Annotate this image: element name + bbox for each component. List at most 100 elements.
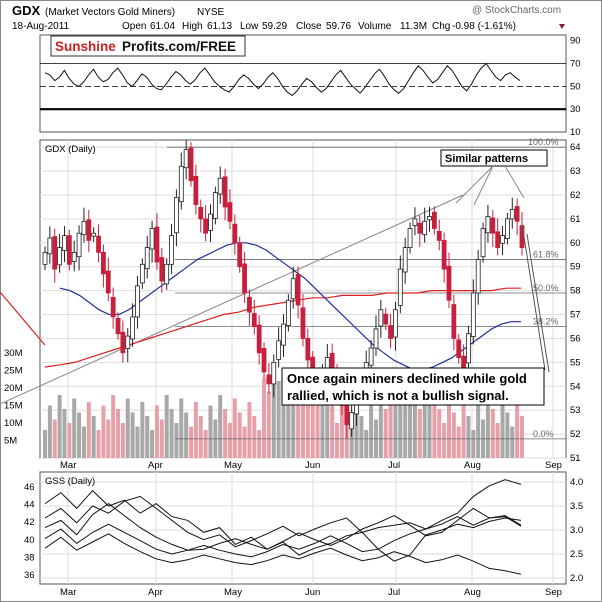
volume-bar xyxy=(369,405,374,458)
candle-body xyxy=(427,216,432,221)
volume-bar xyxy=(510,426,515,458)
volume-bar xyxy=(266,391,271,458)
volume-bar xyxy=(349,426,354,458)
candle-body xyxy=(101,251,106,275)
candle-body xyxy=(251,313,257,327)
volume-bar xyxy=(330,381,335,458)
candle-body xyxy=(509,208,515,220)
pointer-line-note-b xyxy=(526,233,550,373)
low-value: 59.29 xyxy=(262,21,287,32)
rsi-line xyxy=(44,62,521,97)
gss-x-tick-label: Jun xyxy=(305,587,320,598)
volume-bar xyxy=(203,430,208,458)
volume-bar xyxy=(383,409,388,458)
similar-patterns-box xyxy=(440,149,548,167)
candle-body xyxy=(178,165,184,203)
volume-bars xyxy=(43,367,524,458)
candle-body xyxy=(514,206,520,222)
symbol: GDX xyxy=(12,3,41,18)
volume-bar xyxy=(86,402,91,458)
rsi-tick-label: 90 xyxy=(570,36,581,47)
volume-tick-label: 10M xyxy=(4,418,23,429)
gss-panel: 2.0 2.5 3.0 3.5 4.0 36 38 40 42 44 46 GSS (Daily) xyxy=(24,471,583,585)
volume-bar xyxy=(520,416,524,458)
candle-body xyxy=(105,270,111,294)
volume-bar xyxy=(184,412,189,458)
candle-body xyxy=(285,299,291,326)
price-panel-title: GDX (Daily) xyxy=(45,144,96,155)
volume-bar xyxy=(227,423,232,458)
gss-right-tick: 3.5 xyxy=(570,501,583,512)
candle-body xyxy=(256,324,262,354)
volume-bar xyxy=(427,398,432,458)
low-label: Low xyxy=(240,21,259,32)
volume-bar xyxy=(208,405,213,458)
down-arrow-icon xyxy=(559,24,565,29)
volume-bar xyxy=(223,409,228,458)
volume-bar xyxy=(398,391,403,458)
candle-body xyxy=(71,251,77,262)
high-label: High xyxy=(182,21,203,32)
candle-body xyxy=(466,333,471,364)
gss-panel-title: GSS (Daily) xyxy=(45,476,95,487)
candle-body xyxy=(368,347,374,366)
gss-x-tick-label: Mar xyxy=(60,587,76,598)
volume-bar xyxy=(378,395,383,458)
candle-body xyxy=(149,228,155,250)
volume-bar xyxy=(125,398,130,458)
gss-right-tick: 4.0 xyxy=(570,477,583,488)
volume-bar xyxy=(135,426,140,458)
price-tick-label: 55 xyxy=(570,357,581,368)
volume-bar xyxy=(490,409,495,458)
x-tick-label: May xyxy=(224,460,242,471)
gss-left-tick: 40 xyxy=(24,535,35,546)
gss-series-line xyxy=(44,502,522,551)
gss-frame xyxy=(39,471,567,585)
candle-body xyxy=(349,412,355,430)
volume-bar xyxy=(52,419,57,458)
volume-bar xyxy=(412,395,417,458)
volume-bar xyxy=(140,402,145,458)
candle-body xyxy=(485,216,491,234)
candle-body xyxy=(475,259,481,294)
candle-body xyxy=(407,228,413,248)
volume-bar xyxy=(47,405,52,458)
price-axis: 51 52 53 54 55 56 57 58 59 60 61 62 63 64 xyxy=(570,142,581,464)
volume-bar xyxy=(252,416,257,458)
ma200-extension xyxy=(0,291,46,346)
volume-bar xyxy=(96,430,101,458)
candle-body xyxy=(144,247,150,270)
volume-bar xyxy=(120,423,125,458)
gss-series-line xyxy=(44,495,522,562)
candle-body xyxy=(451,304,457,339)
gss-x-tick-label: Jul xyxy=(388,587,400,598)
gss-right-tick: 2.0 xyxy=(570,573,583,584)
volume-bar xyxy=(62,409,67,458)
high-value: 61.13 xyxy=(207,21,232,32)
volume-bar xyxy=(515,402,520,458)
gss-series-line xyxy=(44,516,522,558)
logo-part2: Profits.com/FREE xyxy=(122,39,236,54)
volume-bar xyxy=(198,416,203,458)
candle-body xyxy=(266,374,272,385)
candle-body xyxy=(295,273,301,306)
candle-body xyxy=(422,220,428,236)
candle-body xyxy=(383,313,389,325)
volume-bar xyxy=(91,416,96,458)
gss-left-tick: 36 xyxy=(24,570,35,581)
candle-body xyxy=(198,207,204,220)
similar-patterns-label: Similar patterns xyxy=(445,153,528,165)
gss-grid xyxy=(40,472,566,584)
trend-line xyxy=(0,194,464,405)
volume-bar xyxy=(237,412,242,458)
pointer-line-3 xyxy=(504,165,525,199)
candle-body xyxy=(208,213,213,231)
candle-body xyxy=(76,232,82,258)
volume-bar xyxy=(164,395,169,458)
note-line-2: rallied, which is not a bullish signal. xyxy=(287,388,509,403)
volume-bar xyxy=(57,395,62,458)
price-tick-label: 59 xyxy=(570,262,581,273)
volume-bar xyxy=(291,384,296,458)
rsi-tick-label: 70 xyxy=(570,59,581,70)
candle-body xyxy=(388,325,393,339)
